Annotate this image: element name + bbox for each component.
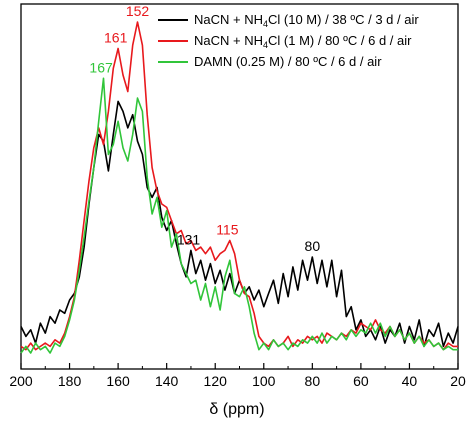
x-tick-label: 160 bbox=[106, 373, 130, 389]
x-tick-label: 140 bbox=[155, 373, 179, 389]
legend-text-part: Cl (10 M) / 38 ºC / 3 d / air bbox=[268, 12, 419, 27]
x-tick-label: 80 bbox=[305, 373, 321, 389]
series-line-3 bbox=[20, 77, 458, 354]
peak-label-80: 80 bbox=[305, 238, 321, 254]
peak-label-161: 161 bbox=[104, 29, 128, 45]
peak-label-131: 131 bbox=[177, 231, 201, 247]
peak-label-152: 152 bbox=[126, 3, 150, 19]
legend-text-part: Cl (1 M) / 80 ºC / 6 d / air bbox=[268, 33, 412, 48]
legend-text-part: NaCN + NH bbox=[194, 12, 263, 27]
series-line-2 bbox=[20, 21, 458, 351]
x-tick-label: 20 bbox=[450, 373, 466, 389]
x-tick-label: 60 bbox=[353, 373, 369, 389]
peak-label-167: 167 bbox=[89, 59, 113, 75]
x-tick-label: 40 bbox=[402, 373, 418, 389]
peak-annotations: 152 161 167 115 131 80 bbox=[89, 3, 320, 254]
series-group bbox=[20, 21, 459, 354]
legend: NaCN + NH4Cl (10 M) / 38 ºC / 3 d / airN… bbox=[158, 12, 419, 69]
x-tick-label: 120 bbox=[204, 373, 228, 389]
legend-text-part: DAMN (0.25 M) / 80 ºC / 6 d / air bbox=[194, 54, 382, 69]
x-axis-label: δ (ppm) bbox=[209, 401, 264, 418]
legend-text-part: NaCN + NH bbox=[194, 33, 263, 48]
legend-entry-3: DAMN (0.25 M) / 80 ºC / 6 d / air bbox=[194, 54, 382, 69]
x-axis-ticks: 200 180 160 140 120 100 80 60 40 20 bbox=[9, 363, 466, 389]
legend-subscript: 4 bbox=[263, 40, 268, 50]
x-tick-label: 200 bbox=[9, 373, 33, 389]
x-tick-label: 180 bbox=[58, 373, 82, 389]
peak-label-115: 115 bbox=[216, 221, 239, 237]
legend-entry-1: NaCN + NH4Cl (10 M) / 38 ºC / 3 d / air bbox=[194, 12, 419, 29]
legend-entry-2: NaCN + NH4Cl (1 M) / 80 ºC / 6 d / air bbox=[194, 33, 412, 50]
legend-subscript: 4 bbox=[263, 19, 268, 29]
x-tick-label: 100 bbox=[252, 373, 276, 389]
